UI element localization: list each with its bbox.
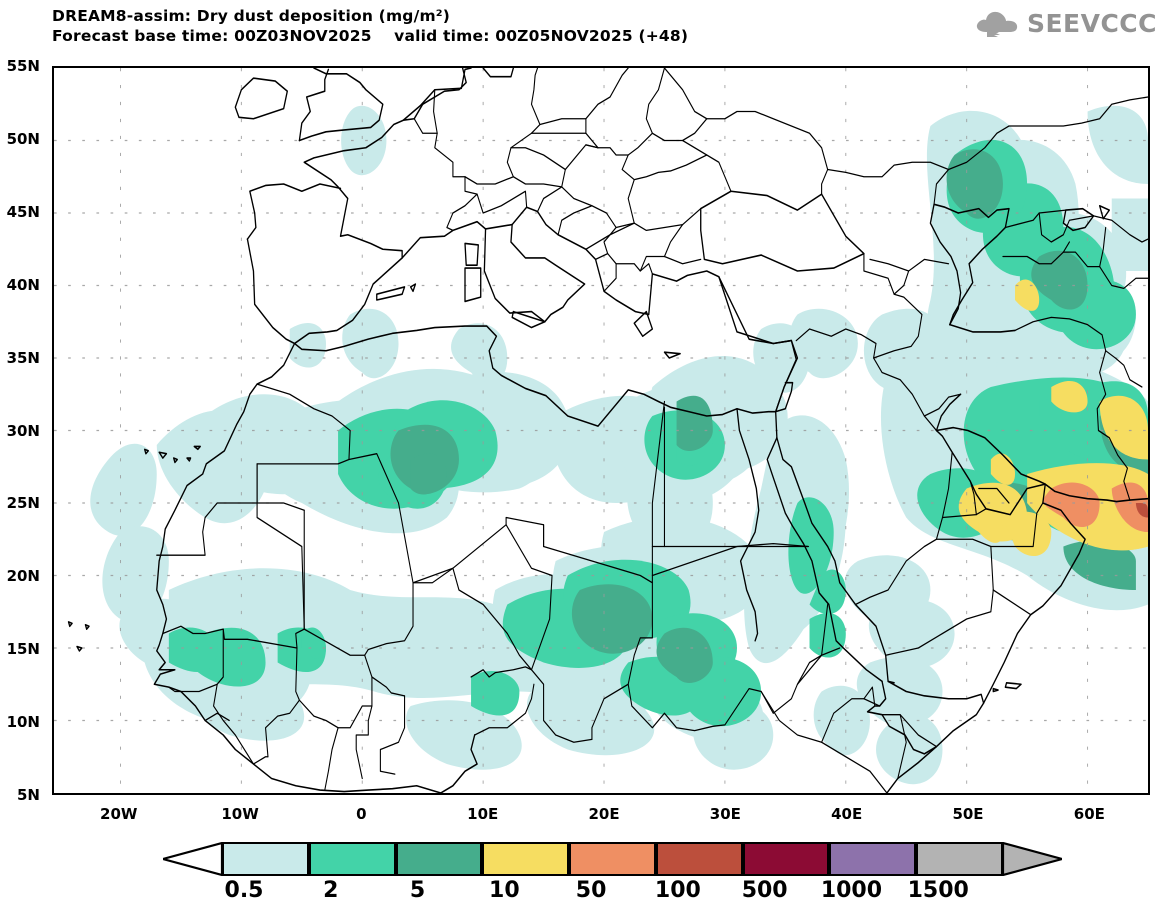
colorbar-tick-label: 10 bbox=[489, 878, 520, 903]
colorbar-segment bbox=[829, 842, 917, 876]
colorbar-tick-label: 1000 bbox=[820, 878, 883, 903]
logo-text: SEEVCCC bbox=[1026, 8, 1157, 38]
y-axis-label: 25N bbox=[6, 494, 40, 513]
forecast-time-subtitle: Forecast base time: 00Z03NOV2025 valid t… bbox=[52, 27, 689, 45]
x-tick bbox=[485, 793, 487, 795]
map-title-block: DREAM8-assim: Dry dust deposition (mg/m²… bbox=[52, 6, 688, 86]
colorbar-tick-label: 50 bbox=[575, 878, 607, 903]
x-axis-label: 10W bbox=[221, 805, 259, 823]
x-tick bbox=[606, 793, 608, 795]
colorbar-tick-label: 2 bbox=[323, 878, 339, 903]
colorbar-segment bbox=[222, 842, 309, 876]
colorbar-segment bbox=[569, 842, 656, 876]
colorbar-segment bbox=[742, 842, 830, 876]
coastline-layer bbox=[67, 68, 1148, 793]
colorbar-tick-label: 100 bbox=[654, 878, 701, 903]
cloud-icon bbox=[974, 8, 1020, 38]
x-axis-label: 30E bbox=[709, 805, 741, 823]
colorbar-tick-label: 5 bbox=[409, 878, 426, 903]
y-axis-label: 20N bbox=[6, 567, 40, 586]
page-title: DREAM8-assim: Dry dust deposition (mg/m²… bbox=[52, 7, 451, 25]
colorbar-segment bbox=[655, 842, 743, 876]
x-axis-label: 10E bbox=[467, 805, 499, 823]
contour-fill-layer bbox=[90, 105, 1148, 785]
y-axis-label: 10N bbox=[6, 713, 40, 732]
x-axis-label: 40E bbox=[831, 805, 863, 823]
x-axis-label: 60E bbox=[1073, 805, 1105, 823]
colorbar-segment bbox=[482, 842, 570, 876]
x-tick bbox=[970, 793, 972, 795]
colorbar-tick-label: 1500 bbox=[907, 878, 969, 903]
x-tick bbox=[849, 793, 851, 795]
y-axis-label: 15N bbox=[6, 640, 40, 659]
y-axis-label: 45N bbox=[6, 202, 40, 221]
map-gridlines bbox=[54, 68, 1148, 793]
dust-deposition-map bbox=[54, 68, 1148, 793]
y-axis-label: 30N bbox=[6, 421, 40, 440]
y-axis-label: 35N bbox=[6, 348, 40, 367]
y-axis-label: 40N bbox=[6, 275, 40, 294]
y-axis-label: 50N bbox=[6, 129, 40, 148]
colorbar: 0.5 2 5 10 50 100 500 1000 1500 bbox=[0, 842, 1165, 907]
y-axis-label: 5N bbox=[17, 786, 40, 804]
colorbar-tick-label: 500 bbox=[741, 878, 788, 903]
x-tick bbox=[242, 793, 244, 795]
x-axis-label: 50E bbox=[952, 805, 984, 823]
colorbar-under-arrow bbox=[163, 842, 222, 876]
colorbar-segment bbox=[916, 842, 1003, 876]
x-axis-label: 20E bbox=[588, 805, 620, 823]
colorbar-segment bbox=[308, 842, 396, 876]
colorbar-over-arrow bbox=[1003, 842, 1062, 876]
y-axis-label: 55N bbox=[6, 57, 40, 75]
x-axis-label: 0 bbox=[356, 805, 367, 823]
x-tick bbox=[121, 793, 123, 795]
x-tick bbox=[363, 793, 365, 795]
x-tick bbox=[727, 793, 729, 795]
seevccc-logo: SEEVCCC bbox=[974, 8, 1157, 38]
colorbar-tick-label: 0.5 bbox=[224, 878, 264, 903]
x-axis-label: 20W bbox=[100, 805, 138, 823]
colorbar-segment bbox=[395, 842, 483, 876]
x-tick bbox=[1091, 793, 1093, 795]
map-plot-area bbox=[52, 66, 1150, 795]
